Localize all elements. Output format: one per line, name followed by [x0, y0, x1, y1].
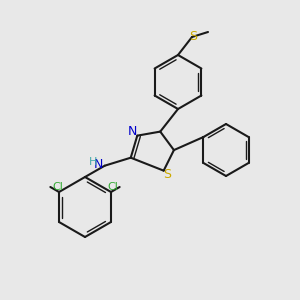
- Text: N: N: [93, 158, 103, 171]
- Text: S: S: [189, 29, 197, 43]
- Text: N: N: [128, 125, 137, 138]
- Text: H: H: [88, 157, 97, 167]
- Text: Cl: Cl: [52, 182, 63, 192]
- Text: Cl: Cl: [107, 182, 118, 192]
- Text: S: S: [163, 168, 171, 181]
